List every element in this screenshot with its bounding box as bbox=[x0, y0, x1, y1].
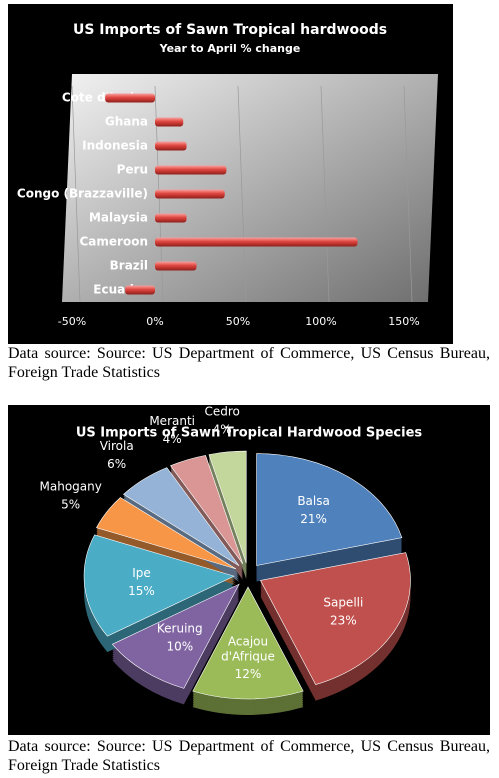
grid-line bbox=[320, 85, 330, 303]
x-tick-label: -50% bbox=[58, 315, 86, 328]
slice bbox=[208, 450, 247, 564]
bar bbox=[155, 213, 187, 223]
x-tick-label: 0% bbox=[146, 315, 163, 328]
value-label: 23% bbox=[330, 613, 357, 627]
bar bbox=[155, 237, 358, 247]
slice bbox=[170, 455, 244, 565]
bar bbox=[125, 285, 155, 295]
y-tick-label: Peru bbox=[117, 163, 148, 177]
y-tick-label: Brazil bbox=[110, 259, 148, 273]
bar bbox=[155, 189, 225, 199]
value-label: 10% bbox=[166, 639, 193, 653]
slice-label: Keruing bbox=[157, 621, 203, 635]
value-label: 15% bbox=[128, 584, 155, 598]
grid-line bbox=[71, 85, 81, 303]
slice-label: Cedro bbox=[204, 405, 239, 418]
slice bbox=[260, 552, 411, 685]
slice bbox=[83, 534, 235, 637]
value-label: 5% bbox=[61, 497, 80, 511]
slice bbox=[96, 497, 237, 570]
bar bbox=[105, 93, 155, 103]
caption: Data source: Source: US Department of Co… bbox=[8, 738, 490, 774]
y-tick-label: Cameroon bbox=[80, 235, 149, 249]
chart-title: US Imports of Sawn Tropical hardwoods bbox=[73, 22, 387, 38]
slice-label: Virola bbox=[100, 439, 134, 453]
slice-label: Ipe bbox=[132, 566, 151, 580]
y-tick-label: Ghana bbox=[105, 115, 148, 129]
y-tick-label: Malaysia bbox=[89, 211, 148, 225]
bar bbox=[155, 261, 197, 271]
bar bbox=[155, 165, 227, 175]
grid-line bbox=[403, 85, 413, 303]
caption: Data source: Source: US Department of Co… bbox=[8, 345, 490, 381]
x-tick-label: 50% bbox=[226, 315, 250, 328]
slice bbox=[256, 453, 403, 566]
value-label: 4% bbox=[213, 422, 232, 436]
slice-label: Meranti bbox=[149, 414, 195, 428]
slice bbox=[192, 586, 304, 700]
slice-label: Balsa bbox=[297, 494, 330, 508]
bar-chart: US Imports of Sawn Tropical hardwoods Ye… bbox=[8, 4, 453, 344]
bar bbox=[155, 117, 184, 127]
bar bbox=[155, 141, 187, 151]
y-tick-label: Congo (Brazzaville) bbox=[17, 187, 148, 201]
slice-label: Sapelli bbox=[323, 595, 363, 609]
pie-chart: US Imports of Sawn Tropical Hardwood Spe… bbox=[8, 405, 490, 735]
chart-subtitle: Year to April % change bbox=[159, 42, 301, 55]
value-label: 4% bbox=[163, 432, 182, 446]
slice bbox=[123, 467, 240, 567]
slice bbox=[111, 583, 240, 689]
value-label: 12% bbox=[235, 667, 262, 681]
grid-line bbox=[237, 85, 247, 303]
slice-label: Mahogany bbox=[40, 479, 102, 493]
value-label: 6% bbox=[107, 457, 126, 471]
slice-label: Acajou d'Afrique bbox=[221, 634, 275, 663]
y-tick-label: Indonesia bbox=[82, 139, 148, 153]
x-tick-label: 100% bbox=[305, 315, 336, 328]
chart-title: US Imports of Sawn Tropical Hardwood Spe… bbox=[76, 426, 423, 441]
x-tick-label: 150% bbox=[388, 315, 419, 328]
value-label: 21% bbox=[300, 512, 327, 526]
